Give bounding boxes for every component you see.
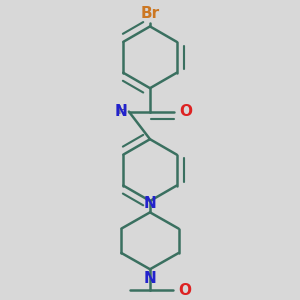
Text: Br: Br bbox=[140, 6, 160, 21]
Text: H: H bbox=[118, 104, 127, 117]
Text: N: N bbox=[144, 271, 156, 286]
Text: O: O bbox=[178, 283, 191, 298]
Text: O: O bbox=[179, 104, 192, 119]
Text: N: N bbox=[115, 104, 127, 119]
Text: N: N bbox=[144, 196, 156, 211]
